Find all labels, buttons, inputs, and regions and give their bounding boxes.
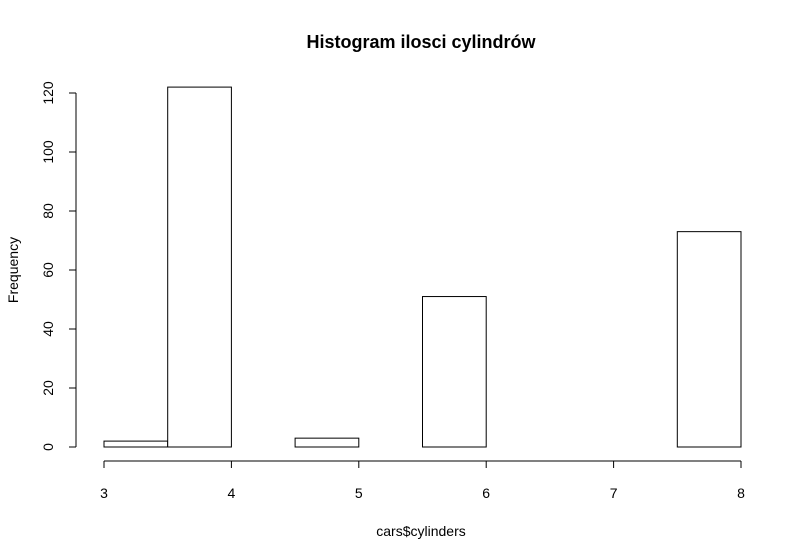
x-tick-label: 5 <box>355 485 363 501</box>
y-tick-label: 60 <box>40 262 56 278</box>
y-axis-label: Frequency <box>5 237 21 303</box>
y-axis: 0 20 40 60 80 100 120 <box>40 81 77 451</box>
x-tick-label: 3 <box>100 485 108 501</box>
x-tick-label: 7 <box>610 485 618 501</box>
y-tick-label: 120 <box>40 81 56 105</box>
x-tick-label: 4 <box>228 485 236 501</box>
x-axis-label: cars$cylinders <box>376 523 465 539</box>
bars-group <box>103 86 742 448</box>
y-tick-label: 20 <box>40 380 56 396</box>
histogram-bar-5 <box>422 296 487 448</box>
x-tick-label: 8 <box>737 485 745 501</box>
histogram-bar-3 <box>294 437 360 448</box>
y-tick-label: 40 <box>40 321 56 337</box>
x-axis: 3 4 5 6 7 8 <box>100 460 745 501</box>
y-tick-label: 100 <box>40 140 56 164</box>
histogram-bar-0 <box>103 440 169 448</box>
x-tick-label: 6 <box>482 485 490 501</box>
y-tick-label: 0 <box>40 443 56 451</box>
y-tick-label: 80 <box>40 203 56 219</box>
histogram-bar-9 <box>676 231 742 448</box>
histogram-bar-1 <box>167 86 232 448</box>
chart-title: Histogram ilosci cylindrów <box>306 32 536 52</box>
